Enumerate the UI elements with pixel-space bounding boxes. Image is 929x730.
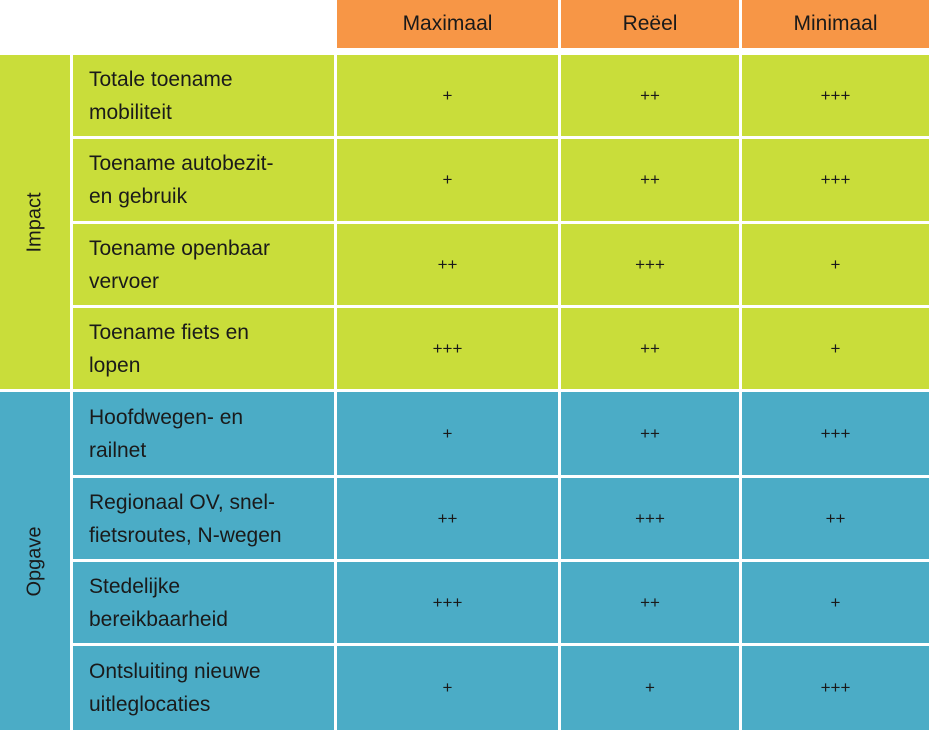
table-cell: +++ (561, 478, 739, 559)
table-cell: + (337, 139, 558, 221)
row-label: Hoofdwegen- en railnet (73, 392, 334, 475)
table-cell: +++ (337, 308, 558, 389)
table-cell: + (742, 224, 929, 305)
table-cell: +++ (742, 55, 929, 136)
row-label: Ontsluiting nieuwe uitleglocaties (73, 646, 334, 730)
table-cell: ++ (561, 562, 739, 643)
table-cell: ++ (337, 224, 558, 305)
row-label: Totale toename mobiliteit (73, 55, 334, 136)
group-label-opgave: Opgave (23, 525, 46, 597)
table-cell: ++ (742, 478, 929, 559)
table-cell: ++ (337, 478, 558, 559)
table-cell: + (337, 392, 558, 475)
group-opgave: Opgave (0, 392, 70, 730)
row-label: Toename fiets en lopen (73, 308, 334, 389)
group-label-impact: Impact (23, 191, 46, 253)
row-label: Stedelijke bereikbaarheid (73, 562, 334, 643)
table-cell: ++ (561, 308, 739, 389)
column-header-reeel: Reëel (561, 0, 739, 48)
table-cell: +++ (742, 392, 929, 475)
table-cell: ++ (561, 392, 739, 475)
table-cell: ++ (561, 55, 739, 136)
table-cell: + (337, 646, 558, 730)
table-cell: + (561, 646, 739, 730)
table-cell: + (337, 55, 558, 136)
table-cell: +++ (742, 646, 929, 730)
row-label: Toename autobezit-en gebruik (73, 139, 334, 221)
table-cell: +++ (561, 224, 739, 305)
column-header-minimaal: Minimaal (742, 0, 929, 48)
row-label: Regionaal OV, snel-fietsroutes, N-wegen (73, 478, 334, 559)
group-impact: Impact (0, 55, 70, 389)
table-cell: + (742, 308, 929, 389)
column-header-maximaal: Maximaal (337, 0, 558, 48)
table-cell: +++ (742, 139, 929, 221)
table-cell: +++ (337, 562, 558, 643)
table-cell: ++ (561, 139, 739, 221)
table-cell: + (742, 562, 929, 643)
row-label: Toename openbaar vervoer (73, 224, 334, 305)
